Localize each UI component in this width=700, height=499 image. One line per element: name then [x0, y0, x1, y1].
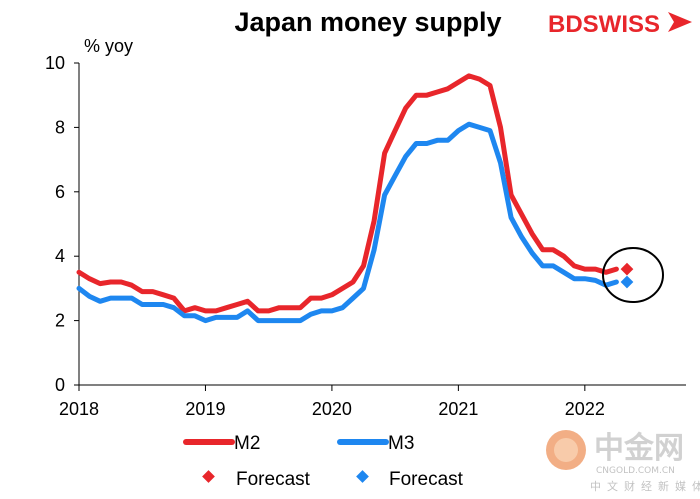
y-tick-labels: 0 2 4 6 8 10	[45, 53, 65, 395]
x-tick-label: 2019	[185, 399, 225, 419]
x-tick-label: 2018	[59, 399, 99, 419]
watermark-title: 中金网	[594, 431, 684, 466]
brand-logo-swiss: SWISS	[583, 11, 660, 38]
x-tick-labels: 2018 2019 2020 2021 2022	[59, 399, 605, 419]
forecast-points	[620, 262, 634, 289]
series-line-m3	[76, 121, 619, 324]
y-tick-label: 4	[55, 246, 65, 266]
legend-label-m3: M3	[388, 433, 414, 454]
legend-label-forecast-m3: Forecast	[389, 469, 464, 490]
forecast-point-m3	[620, 275, 634, 289]
legend-label-forecast-m2: Forecast	[236, 469, 311, 490]
y-axis-label: % yoy	[84, 36, 133, 56]
axes	[74, 62, 686, 391]
y-tick-label: 6	[55, 182, 65, 202]
y-tick-label: 0	[55, 375, 65, 395]
brand-logo: BDSWISS	[548, 11, 692, 38]
x-tick-label: 2021	[438, 399, 478, 419]
forecast-highlight-circle	[602, 247, 664, 303]
x-tick-label: 2020	[312, 399, 352, 419]
watermark-domain: CNGOLD.COM.CN	[596, 466, 675, 476]
chart-title: Japan money supply	[234, 7, 501, 37]
series-line-m2	[76, 73, 619, 314]
x-tick-label: 2022	[565, 399, 605, 419]
svg-text:BDSWISS: BDSWISS	[548, 11, 660, 38]
legend-marker-forecast-m3	[356, 470, 369, 483]
legend-marker-forecast-m2	[202, 470, 215, 483]
brand-logo-bd: BD	[548, 11, 583, 38]
y-tick-label: 10	[45, 53, 65, 73]
legend: M2 M3 Forecast Forecast	[183, 433, 464, 490]
y-tick-label: 2	[55, 311, 65, 331]
y-tick-label: 8	[55, 117, 65, 137]
watermark: 中金网 CNGOLD.COM.CN 中文财经新媒体	[546, 430, 700, 493]
forecast-point-m2	[620, 262, 634, 276]
brand-logo-arrow	[668, 12, 692, 32]
series-lines	[76, 73, 619, 324]
legend-label-m2: M2	[234, 433, 260, 454]
watermark-tagline: 中文财经新媒体	[590, 479, 700, 493]
